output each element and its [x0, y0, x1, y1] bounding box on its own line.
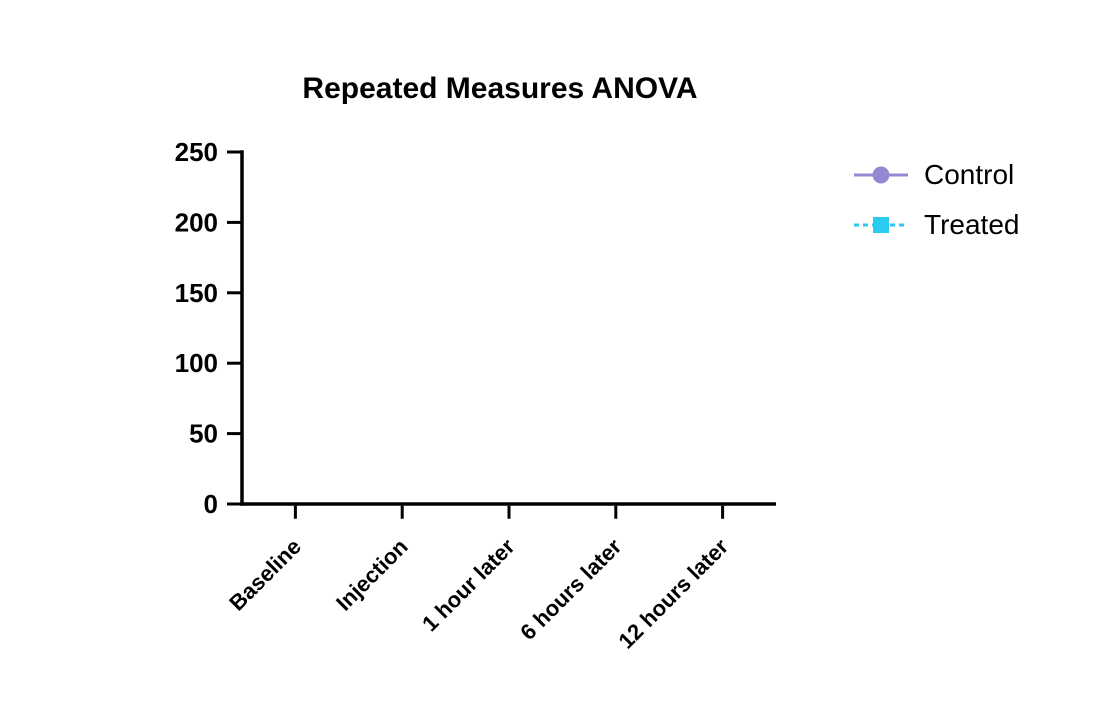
- x-tick-label: 6 hours later: [515, 534, 626, 645]
- control-solid-line-circle-marker-icon: [854, 166, 908, 184]
- treated-dashed-line-square-marker-icon: [854, 217, 908, 233]
- y-tick-label: 250: [175, 137, 218, 167]
- legend-label-control: Control: [924, 159, 1015, 190]
- legend-label-treated: Treated: [924, 209, 1020, 240]
- y-tick-label: 0: [204, 489, 218, 519]
- y-tick-label: 150: [175, 278, 218, 308]
- legend-entry-control: Control: [852, 150, 1019, 200]
- x-tick-label: 1 hour later: [417, 534, 520, 637]
- x-tick-label: Injection: [331, 534, 413, 616]
- y-tick-label: 50: [189, 419, 218, 449]
- legend-entry-treated: Treated: [852, 200, 1019, 250]
- x-tick-label: Baseline: [224, 534, 306, 616]
- legend: Control Treated: [852, 150, 1019, 250]
- y-tick-label: 100: [175, 348, 218, 378]
- y-tick-label: 200: [175, 207, 218, 237]
- chart-title: Repeated Measures ANOVA: [302, 72, 698, 105]
- x-tick-label: 12 hours later: [613, 534, 733, 654]
